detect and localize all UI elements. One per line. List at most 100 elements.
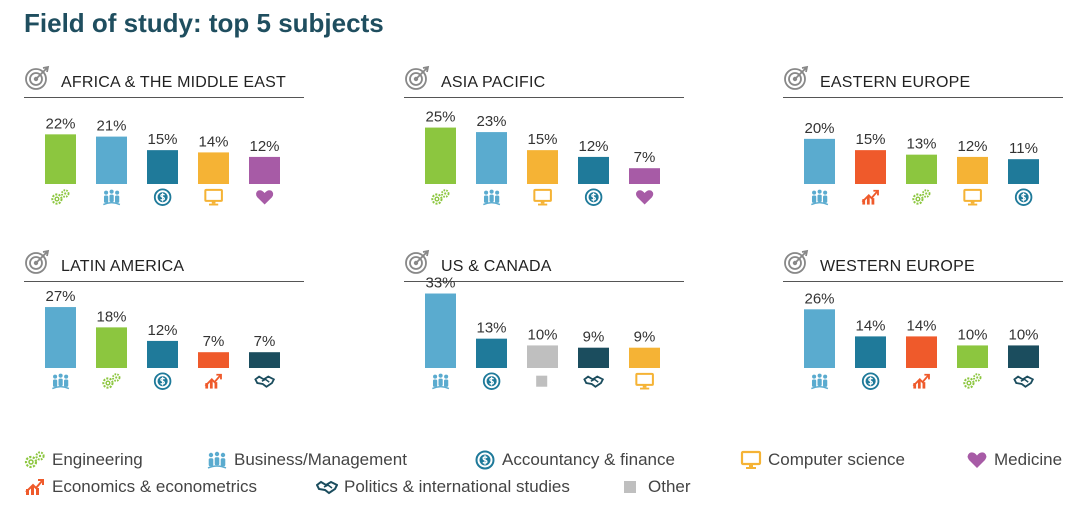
legend-other: Other: [620, 477, 691, 497]
target-icon: [405, 249, 430, 274]
gears-icon: [102, 373, 121, 389]
bar-engineering: [45, 134, 76, 184]
bar-value-label: 14%: [855, 317, 885, 334]
heart-icon: [635, 190, 654, 205]
bar-value-label: 14%: [906, 317, 936, 334]
bar-value-label: 9%: [634, 329, 656, 346]
chart-panel-eastern-europe: EASTERN EUROPE 20% 15% 13% 12% 11%: [783, 65, 1065, 227]
people-icon: [811, 189, 829, 206]
bar-value-label: 13%: [476, 320, 506, 337]
region-title: LATIN AMERICA: [61, 258, 185, 275]
page-title: Field of study: top 5 subjects: [24, 8, 384, 38]
bar-value-label: 23%: [476, 113, 506, 130]
target-icon: [405, 65, 430, 90]
bar-chart: 26% 14% 14% 10% 10%: [804, 290, 1039, 390]
bar-value-label: 20%: [804, 120, 834, 137]
square-icon: [536, 375, 548, 387]
people-icon: [483, 189, 501, 206]
bar-chart: 25% 23% 15% 12% 7%: [425, 109, 660, 206]
bar-value-label: 12%: [957, 138, 987, 155]
bar-economics: [198, 352, 229, 368]
bar-business: [425, 293, 456, 368]
bar-chart: 20% 15% 13% 12% 11%: [804, 120, 1039, 206]
bar-economics: [906, 336, 937, 368]
handshake-icon: [583, 375, 605, 388]
bar-value-label: 12%: [147, 322, 177, 339]
handshake-icon: [254, 375, 276, 388]
legend-economics: Economics & econometrics: [24, 477, 257, 497]
bar-computer: [198, 152, 229, 184]
gears-icon: [51, 189, 70, 205]
bar-value-label: 10%: [957, 326, 987, 343]
bar-business: [45, 307, 76, 368]
people-icon: [432, 373, 450, 390]
dollar-coin-icon: [475, 450, 495, 470]
target-icon: [25, 249, 50, 274]
monitor-icon: [635, 372, 654, 390]
chart-panel-asia-pacific: ASIA PACIFIC 25% 23% 15% 12% 7%: [404, 65, 686, 227]
region-title: ASIA PACIFIC: [441, 74, 546, 91]
gears-icon: [912, 189, 931, 205]
monitor-icon: [204, 188, 223, 206]
bar-chart: 33% 13% 10% 9% 9%: [425, 275, 660, 390]
legend-medicine: Medicine: [966, 450, 1062, 470]
region-title: EASTERN EUROPE: [820, 74, 971, 91]
handshake-icon: [316, 480, 338, 495]
bar-value-label: 25%: [425, 109, 455, 126]
people-icon: [103, 189, 121, 206]
panel-header: ASIA PACIFIC: [404, 65, 684, 98]
panel-header: LATIN AMERICA: [24, 249, 304, 282]
legend-politics: Politics & international studies: [316, 477, 570, 497]
bar-value-label: 7%: [254, 333, 276, 350]
bar-engineering: [425, 127, 456, 184]
panel-header: US & CANADA: [404, 249, 684, 282]
legend-computer: Computer science: [740, 450, 905, 470]
people-icon: [52, 373, 70, 390]
region-title: AFRICA & THE MIDDLE EAST: [61, 74, 286, 91]
legend-label: Other: [648, 477, 691, 496]
growth-arrow-icon: [912, 373, 930, 389]
legend-label: Business/Management: [234, 450, 407, 469]
bar-accountancy: [147, 150, 178, 184]
square-icon: [624, 481, 636, 493]
heart-icon: [967, 452, 987, 468]
bar-value-label: 7%: [203, 333, 225, 350]
growth-arrow-icon: [25, 479, 44, 495]
chart-panel-western-europe: WESTERN EUROPE 26% 14% 14% 10% 10%: [783, 249, 1065, 411]
bar-value-label: 15%: [527, 131, 557, 148]
legend-business: Business/Management: [206, 450, 407, 470]
bar-business: [804, 309, 835, 368]
legend-label: Engineering: [52, 450, 143, 469]
bar-value-label: 26%: [804, 290, 834, 307]
region-title: US & CANADA: [441, 258, 552, 275]
dollar-coin-icon: [584, 188, 603, 206]
bar-value-label: 21%: [96, 118, 126, 135]
bar-chart: 27% 18% 12% 7% 7%: [45, 288, 280, 390]
heart-icon: [255, 190, 274, 205]
monitor-icon: [740, 450, 762, 469]
bar-value-label: 12%: [249, 138, 279, 155]
bar-business: [476, 132, 507, 184]
region-title: WESTERN EUROPE: [820, 258, 975, 275]
growth-arrow-icon: [204, 373, 222, 389]
dollar-coin-icon: [153, 372, 172, 390]
panel-header: AFRICA & THE MIDDLE EAST: [24, 65, 304, 98]
growth-arrow-icon: [861, 189, 879, 205]
bar-value-label: 15%: [147, 131, 177, 148]
bar-value-label: 14%: [198, 133, 228, 150]
legend-accountancy: Accountancy & finance: [474, 450, 675, 470]
dollar-coin-icon: [153, 188, 172, 206]
bar-accountancy: [578, 156, 609, 184]
legend-label: Politics & international studies: [344, 477, 570, 496]
legend-label: Economics & econometrics: [52, 477, 258, 496]
bar-economics: [855, 150, 886, 184]
bar-engineering: [957, 345, 988, 368]
bar-engineering: [906, 154, 937, 184]
panel-header: EASTERN EUROPE: [783, 65, 1063, 98]
people-icon: [811, 373, 829, 390]
dollar-coin-icon: [861, 372, 880, 390]
target-icon: [784, 65, 809, 90]
target-icon: [784, 249, 809, 274]
gears-icon: [24, 451, 45, 469]
bar-computer: [527, 150, 558, 184]
